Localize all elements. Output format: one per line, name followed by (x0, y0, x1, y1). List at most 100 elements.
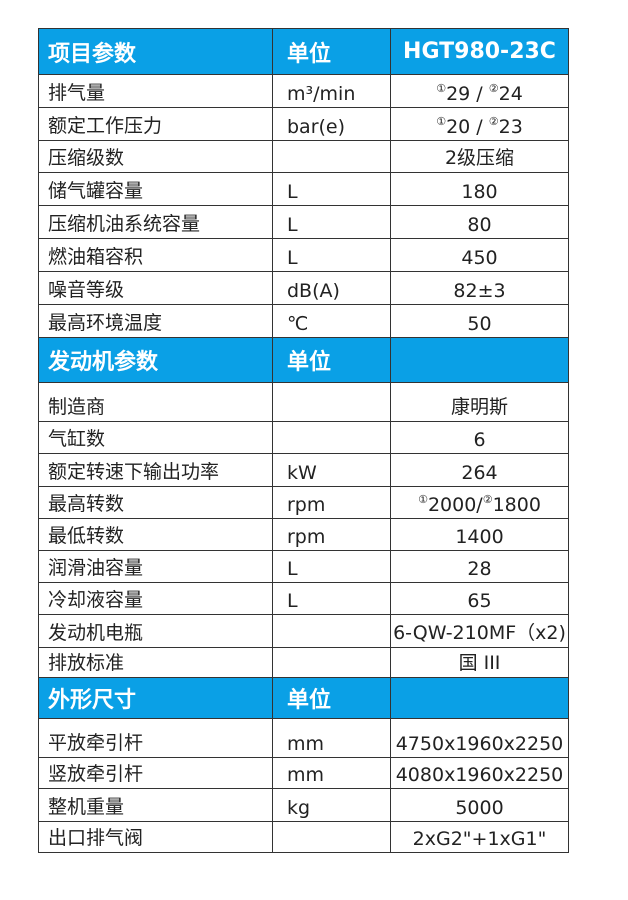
param-unit (272, 421, 391, 454)
value-part: 20 / (446, 116, 489, 138)
unit-header: 单位 (272, 337, 391, 383)
table-row: 最高转数 rpm ①2000/②1800 (38, 486, 569, 519)
param-value: 65 (390, 582, 569, 615)
section-header: 项目参数 单位 HGT980-23C (38, 28, 569, 75)
param-value: 180 (390, 172, 569, 206)
condition-marker: ② (488, 115, 499, 128)
param-value: ①2000/②1800 (390, 486, 569, 519)
table-row: 润滑油容量 L 28 (38, 550, 569, 583)
param-unit (272, 647, 391, 678)
model-header: HGT980-23C (390, 28, 569, 75)
table-row: 出口排气阀 2xG2"+1xG1" (38, 821, 569, 853)
table-row: 最低转数 rpm 1400 (38, 518, 569, 551)
param-value: 2级压缩 (390, 140, 569, 173)
param-unit: m³/min (272, 74, 391, 108)
param-unit: rpm (272, 486, 391, 519)
param-value: 28 (390, 550, 569, 583)
value-part: 23 (498, 116, 523, 138)
table-row: 储气罐容量 L 180 (38, 172, 569, 206)
section-header: 外形尺寸 单位 (38, 677, 569, 719)
condition-marker: ② (482, 493, 493, 506)
condition-marker: ① (436, 82, 447, 95)
section-header: 发动机参数 单位 (38, 337, 569, 383)
param-unit: dB(A) (272, 271, 391, 305)
param-unit (272, 821, 391, 853)
param-unit (272, 614, 391, 648)
param-name: 最高环境温度 (38, 304, 273, 338)
table-row: 燃油箱容积 L 450 (38, 238, 569, 272)
param-name: 排气量 (38, 74, 273, 108)
param-name: 排放标准 (38, 647, 273, 678)
param-name: 出口排气阀 (38, 821, 273, 853)
table-row: 最高环境温度 ℃ 50 (38, 304, 569, 338)
param-name: 额定工作压力 (38, 107, 273, 141)
param-name: 压缩级数 (38, 140, 273, 173)
param-unit: kW (272, 453, 391, 487)
param-unit: ℃ (272, 304, 391, 338)
table-row: 冷却液容量 L 65 (38, 582, 569, 615)
param-unit: L (272, 550, 391, 583)
section-title: 项目参数 (38, 28, 273, 75)
table-row: 噪音等级 dB(A) 82±3 (38, 271, 569, 305)
param-unit (272, 140, 391, 173)
unit-header: 单位 (272, 677, 391, 719)
param-value: 4080x1960x2250 (390, 757, 569, 789)
param-unit: mm (272, 757, 391, 789)
param-name: 压缩机油系统容量 (38, 205, 273, 239)
table-row: 排气量 m³/min ①29 / ②24 (38, 74, 569, 108)
model-header (390, 337, 569, 383)
model-header (390, 677, 569, 719)
param-name: 润滑油容量 (38, 550, 273, 583)
value-part: 24 (498, 83, 523, 105)
param-name: 平放牵引杆 (38, 718, 273, 758)
param-value: 6-QW-210MF（x2) (390, 614, 569, 648)
param-name: 燃油箱容积 (38, 238, 273, 272)
param-value: 国 III (390, 647, 569, 678)
param-value: 50 (390, 304, 569, 338)
param-name: 最高转数 (38, 486, 273, 519)
param-name: 最低转数 (38, 518, 273, 551)
table-row: 制造商 康明斯 (38, 382, 569, 422)
param-unit: L (272, 582, 391, 615)
param-name: 发动机电瓶 (38, 614, 273, 648)
table-row: 气缸数 6 (38, 421, 569, 454)
param-value: 5000 (390, 788, 569, 822)
table-row: 竖放牵引杆 mm 4080x1960x2250 (38, 757, 569, 789)
param-value: ①29 / ②24 (390, 74, 569, 108)
param-name: 储气罐容量 (38, 172, 273, 206)
table-row: 发动机电瓶 6-QW-210MF（x2) (38, 614, 569, 648)
param-unit: mm (272, 718, 391, 758)
param-value: 80 (390, 205, 569, 239)
table-row: 整机重量 kg 5000 (38, 788, 569, 822)
param-name: 噪音等级 (38, 271, 273, 305)
table-row: 排放标准 国 III (38, 647, 569, 678)
param-value: 2xG2"+1xG1" (390, 821, 569, 853)
table-row: 额定工作压力 bar(e) ①20 / ②23 (38, 107, 569, 141)
condition-marker: ② (488, 82, 499, 95)
param-value: 4750x1960x2250 (390, 718, 569, 758)
param-unit: bar(e) (272, 107, 391, 141)
param-value: 450 (390, 238, 569, 272)
table-row: 压缩级数 2级压缩 (38, 140, 569, 173)
param-name: 额定转速下输出功率 (38, 453, 273, 487)
param-name: 竖放牵引杆 (38, 757, 273, 789)
param-unit: L (272, 238, 391, 272)
value-part: 29 / (446, 83, 489, 105)
section-title: 发动机参数 (38, 337, 273, 383)
table-row: 压缩机油系统容量 L 80 (38, 205, 569, 239)
section-title: 外形尺寸 (38, 677, 273, 719)
table-row: 平放牵引杆 mm 4750x1960x2250 (38, 718, 569, 758)
param-name: 整机重量 (38, 788, 273, 822)
spec-table: 项目参数 单位 HGT980-23C 排气量 m³/min ①29 / ②24 额定工作压力… (38, 28, 569, 853)
param-value: 康明斯 (390, 382, 569, 422)
table-row: 额定转速下输出功率 kW 264 (38, 453, 569, 487)
param-value: 6 (390, 421, 569, 454)
param-name: 制造商 (38, 382, 273, 422)
param-value: 82±3 (390, 271, 569, 305)
param-unit (272, 382, 391, 422)
param-value: ①20 / ②23 (390, 107, 569, 141)
param-unit: L (272, 172, 391, 206)
condition-marker: ① (436, 115, 447, 128)
condition-marker: ① (418, 493, 428, 506)
param-unit: rpm (272, 518, 391, 551)
